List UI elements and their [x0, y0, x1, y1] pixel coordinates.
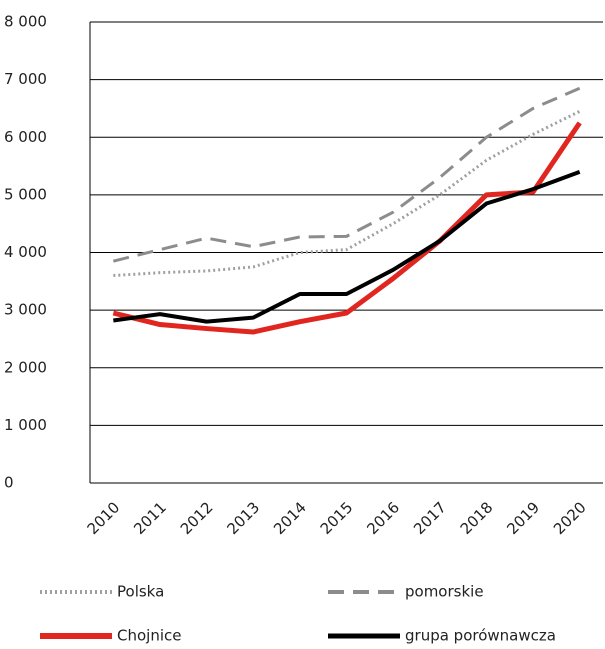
y-tick-label: 1 000 [4, 416, 47, 434]
x-tick-label: 2013 [224, 498, 264, 538]
y-tick-label: 4 000 [4, 243, 47, 261]
line [112, 86, 581, 263]
legend-label: Polska [117, 583, 164, 601]
legend-label: grupa porównawcza [405, 627, 556, 645]
x-tick-label: 2015 [317, 498, 357, 538]
y-tick-label: 7 000 [4, 70, 47, 88]
y-tick-label: 0 [4, 474, 14, 492]
x-tick-label: 2016 [363, 498, 403, 538]
x-tick-label: 2017 [410, 498, 450, 538]
x-tick-label: 2018 [457, 498, 497, 538]
legend-label: pomorskie [405, 583, 484, 601]
line [113, 109, 581, 278]
y-tick-label: 2 000 [4, 358, 47, 376]
x-tick-label: 2020 [550, 498, 590, 538]
line [112, 121, 582, 335]
x-tick-label: 2010 [84, 498, 124, 538]
x-tick-label: 2012 [177, 498, 217, 538]
x-tick-label: 2019 [503, 498, 543, 538]
y-tick-label: 5 000 [4, 185, 47, 203]
y-tick-label: 8 000 [4, 13, 47, 31]
y-tick-label: 6 000 [4, 128, 47, 146]
legend-label: Chojnice [117, 627, 181, 645]
y-tick-label: 3 000 [4, 301, 47, 319]
x-tick-label: 2011 [130, 498, 170, 538]
line [113, 169, 581, 324]
x-tick-label: 2014 [270, 498, 310, 538]
